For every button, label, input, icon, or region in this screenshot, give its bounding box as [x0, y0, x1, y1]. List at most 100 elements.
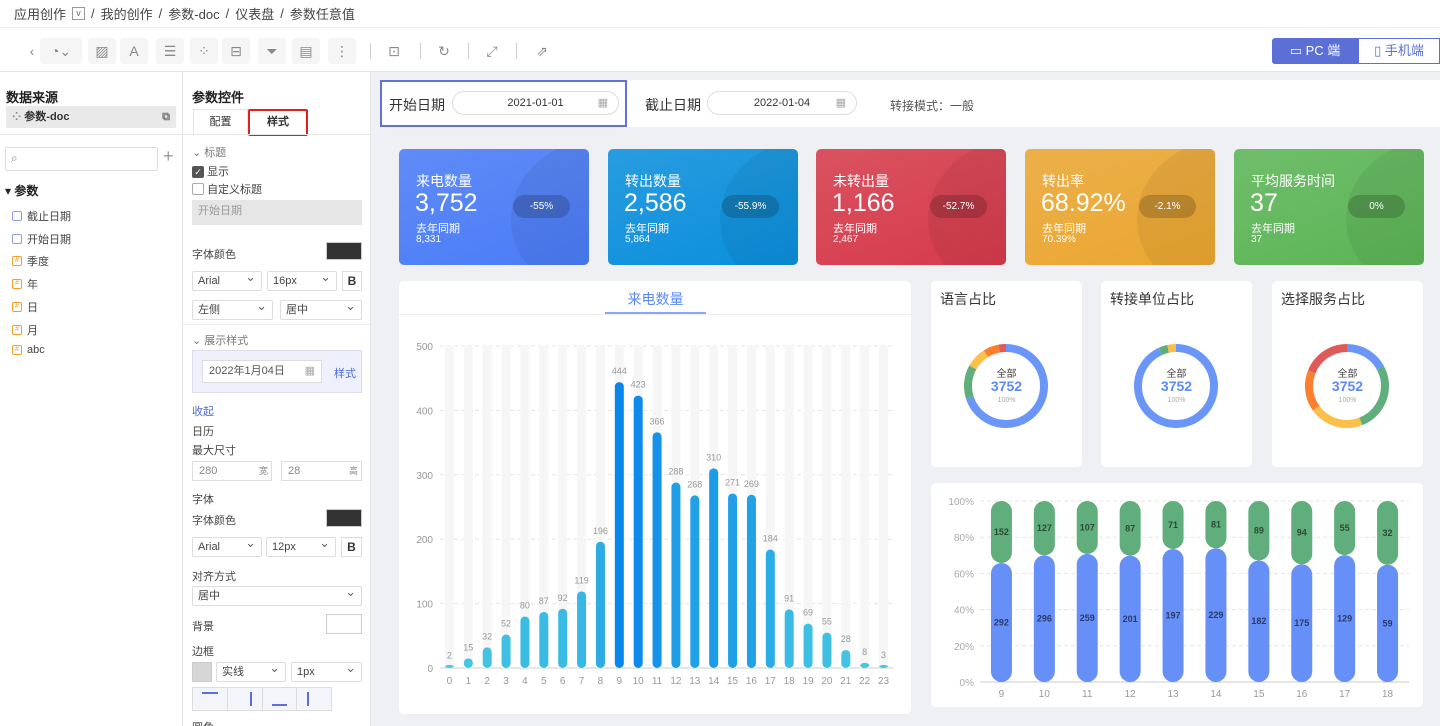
bar[interactable] [558, 608, 568, 668]
bar[interactable] [765, 549, 775, 668]
param-add-icon[interactable]: ⊟ [222, 38, 250, 64]
more-icon[interactable]: ⋮ [328, 38, 356, 64]
stacked-bar-segment[interactable] [1119, 555, 1141, 682]
font-color-swatch[interactable] [326, 242, 362, 260]
align-select[interactable]: 居中 [192, 583, 362, 606]
search-input[interactable]: ⌕ [5, 147, 158, 171]
bg-color-swatch[interactable] [326, 614, 362, 634]
font-family-select[interactable]: Arial [192, 268, 262, 291]
stacked-bar-segment[interactable] [1334, 501, 1356, 556]
filter-add-icon[interactable]: ⏷ [258, 38, 286, 64]
stacked-bar-segment[interactable] [1033, 555, 1055, 682]
mobile-view-button[interactable]: ▯ 手机端 [1358, 38, 1440, 64]
donut-slice[interactable] [964, 344, 1048, 428]
bar[interactable] [728, 493, 738, 668]
font-size-select[interactable]: 12px [266, 534, 336, 557]
tab-config[interactable]: 配置 [193, 109, 248, 134]
bar[interactable] [879, 665, 889, 668]
width-input[interactable]: 280 宽 [192, 461, 272, 481]
bar[interactable] [614, 382, 624, 668]
breadcrumb-item[interactable]: 仪表盘 [235, 7, 275, 22]
stacked-bar-segment[interactable] [1291, 501, 1313, 565]
donut-slice[interactable] [1305, 344, 1389, 428]
bar[interactable] [577, 591, 587, 668]
collapse-link[interactable]: 收起 [192, 406, 214, 418]
stacked-bar-segment[interactable] [1248, 560, 1270, 682]
param-item[interactable]: 开始日期 [12, 231, 71, 247]
donut-slice[interactable] [1305, 344, 1389, 428]
bar[interactable] [463, 658, 473, 668]
stacked-bar-segment[interactable] [1334, 555, 1356, 682]
text-icon[interactable]: A [120, 38, 148, 64]
bold-button[interactable]: B [341, 537, 362, 557]
date-preview-input[interactable]: 2022年1月04日 ▦ [202, 360, 322, 383]
bar[interactable] [746, 494, 756, 668]
bar[interactable] [539, 611, 549, 668]
border-top-icon[interactable] [193, 688, 228, 710]
custom-title-checkbox[interactable]: 自定义标题 [192, 181, 262, 197]
section-title[interactable]: ⌄ 展示样式 [192, 335, 249, 347]
bar[interactable] [520, 616, 530, 668]
chart-add-icon[interactable]: ◔⌄ [40, 38, 82, 64]
stacked-bar-segment[interactable] [1377, 501, 1399, 565]
end-date-input[interactable]: 2022-01-04 ▦ [707, 91, 857, 115]
param-item[interactable]: # 日 [12, 299, 38, 315]
border-right-icon[interactable] [227, 688, 263, 710]
add-icon[interactable]: + [163, 146, 174, 166]
breadcrumb-item[interactable]: 参数-doc [168, 7, 220, 22]
bar[interactable] [482, 647, 492, 668]
stacked-bar-segment[interactable] [1377, 564, 1399, 682]
chart-tab[interactable]: 来电数量 [627, 291, 684, 307]
section-title[interactable]: ⌄ 标题 [192, 147, 227, 159]
breadcrumb-item[interactable]: 应用创作 [14, 7, 67, 22]
border-width-select[interactable]: 1px [291, 659, 362, 682]
component-add-icon[interactable]: ⁘ [190, 38, 218, 64]
bar[interactable] [803, 623, 813, 668]
back-icon[interactable]: ‹ [29, 43, 35, 59]
font-family-select[interactable]: Arial [192, 534, 262, 557]
param-item[interactable]: # 年 [12, 276, 38, 292]
border-color-swatch[interactable] [192, 662, 212, 682]
stacked-bar-segment[interactable] [1205, 501, 1227, 549]
stacked-bar-segment[interactable] [990, 562, 1012, 682]
stacked-bar-segment[interactable] [1119, 501, 1141, 556]
pc-view-button[interactable]: ▭ PC 端 [1272, 38, 1358, 64]
bar[interactable] [595, 541, 605, 668]
stacked-bar-segment[interactable] [1162, 501, 1184, 549]
bar[interactable] [671, 482, 681, 668]
param-item[interactable]: # 月 [12, 322, 38, 338]
show-checkbox[interactable]: ✓ 显示 [192, 163, 229, 179]
stacked-bar-segment[interactable] [1205, 548, 1227, 682]
donut-slice[interactable] [964, 344, 1048, 428]
font-color-swatch[interactable] [326, 509, 362, 527]
preview-icon[interactable]: ⊡ [388, 43, 400, 59]
param-item[interactable]: 截止日期 [12, 208, 71, 224]
param-item[interactable]: # 季度 [12, 253, 49, 269]
bar[interactable] [501, 634, 511, 668]
border-style-select[interactable]: 实线 [216, 659, 286, 682]
chevron-down-icon[interactable]: v [72, 7, 86, 20]
bar[interactable] [690, 495, 700, 668]
stacked-bar-segment[interactable] [1248, 501, 1270, 561]
bar[interactable] [652, 432, 662, 668]
bar[interactable] [841, 649, 851, 668]
tab-style[interactable]: 样式 [248, 109, 308, 136]
stacked-bar-segment[interactable] [1076, 501, 1098, 554]
donut-slice[interactable] [1305, 344, 1389, 428]
bar[interactable] [784, 609, 794, 668]
share-icon[interactable]: ⇗ [536, 43, 548, 59]
donut-slice[interactable] [1305, 344, 1389, 428]
param-group[interactable]: ▾ 参数 [5, 184, 39, 198]
layout-icon[interactable]: ▤ [292, 38, 320, 64]
bold-button[interactable]: B [342, 271, 362, 291]
bar[interactable] [860, 662, 870, 668]
start-date-input[interactable]: 2021-01-01 ▦ [452, 91, 619, 115]
bar[interactable] [709, 468, 719, 668]
custom-title-input[interactable]: 开始日期 [192, 200, 362, 225]
bar[interactable] [633, 395, 643, 668]
vertical-align-select[interactable]: 居中 [280, 297, 362, 320]
style-link[interactable]: 样式 [334, 368, 356, 380]
breadcrumb-item[interactable]: 我的创作 [100, 7, 153, 22]
stacked-bar-segment[interactable] [990, 501, 1012, 563]
height-input[interactable]: 28 高 [281, 461, 362, 481]
